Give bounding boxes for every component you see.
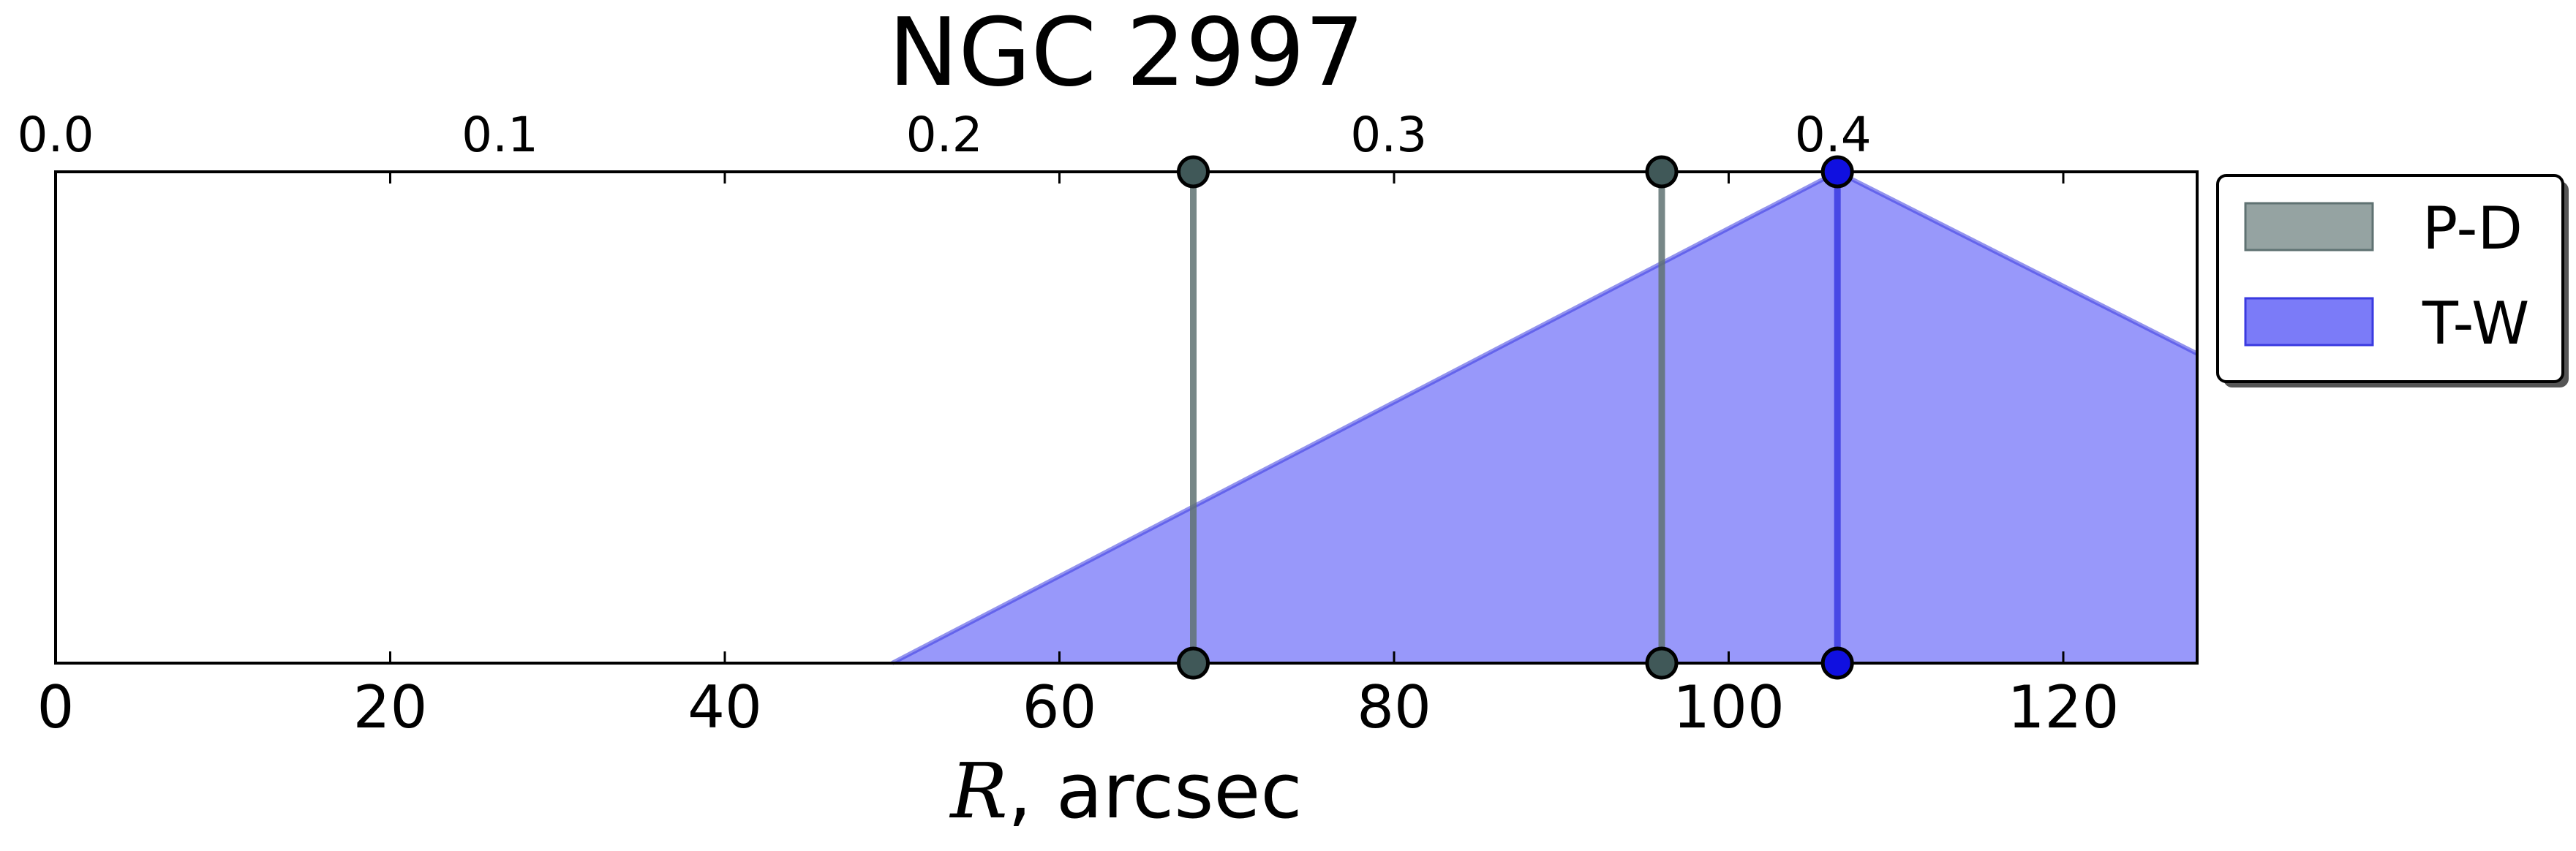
x-tick-label: 0 bbox=[37, 673, 75, 741]
tick-layer bbox=[54, 172, 2065, 663]
top-tick-label: 0.2 bbox=[906, 107, 983, 163]
legend-label-pd: P-D bbox=[2422, 194, 2523, 262]
chart-title: NGC 2997 bbox=[889, 0, 1365, 107]
tw-marker bbox=[1820, 155, 1854, 189]
x-axis-label-symbol: R bbox=[949, 746, 1007, 836]
top-tick-label: 0.1 bbox=[462, 107, 538, 163]
x-tick-label: 40 bbox=[688, 673, 762, 741]
legend-label-tw: T-W bbox=[2422, 290, 2529, 358]
top-tick-label: 0.4 bbox=[1795, 107, 1872, 163]
label-layer: 0 20 40 60 80 100 120 0.0 0.1 0.2 0.3 0.4 bbox=[18, 107, 2120, 741]
plot-frame bbox=[54, 170, 2199, 665]
x-axis-label-text: , arcsec bbox=[1008, 746, 1303, 836]
line-layer bbox=[1190, 172, 1841, 663]
pd-marker bbox=[1645, 155, 1679, 189]
pd-marker bbox=[1177, 155, 1210, 189]
top-tick-label: 0.3 bbox=[1350, 107, 1427, 163]
marker-layer bbox=[1177, 155, 1854, 680]
legend-swatch-tw bbox=[2244, 297, 2374, 347]
pd-marker bbox=[1177, 646, 1210, 680]
legend-swatch-pd bbox=[2244, 202, 2374, 251]
tw-fill-area bbox=[892, 172, 2197, 663]
legend: P-D T-W bbox=[2216, 174, 2569, 387]
x-tick-label: 100 bbox=[1673, 673, 1785, 741]
top-tick-label: 0.0 bbox=[18, 107, 94, 163]
x-tick-label: 120 bbox=[2008, 673, 2120, 741]
x-tick-label: 80 bbox=[1357, 673, 1431, 741]
x-tick-label: 20 bbox=[353, 673, 428, 741]
area-layer bbox=[891, 169, 2199, 665]
x-axis-label: R, arcsec bbox=[949, 746, 1302, 836]
pd-marker bbox=[1645, 646, 1679, 680]
x-tick-label: 60 bbox=[1023, 673, 1097, 741]
tw-marker bbox=[1820, 646, 1854, 680]
